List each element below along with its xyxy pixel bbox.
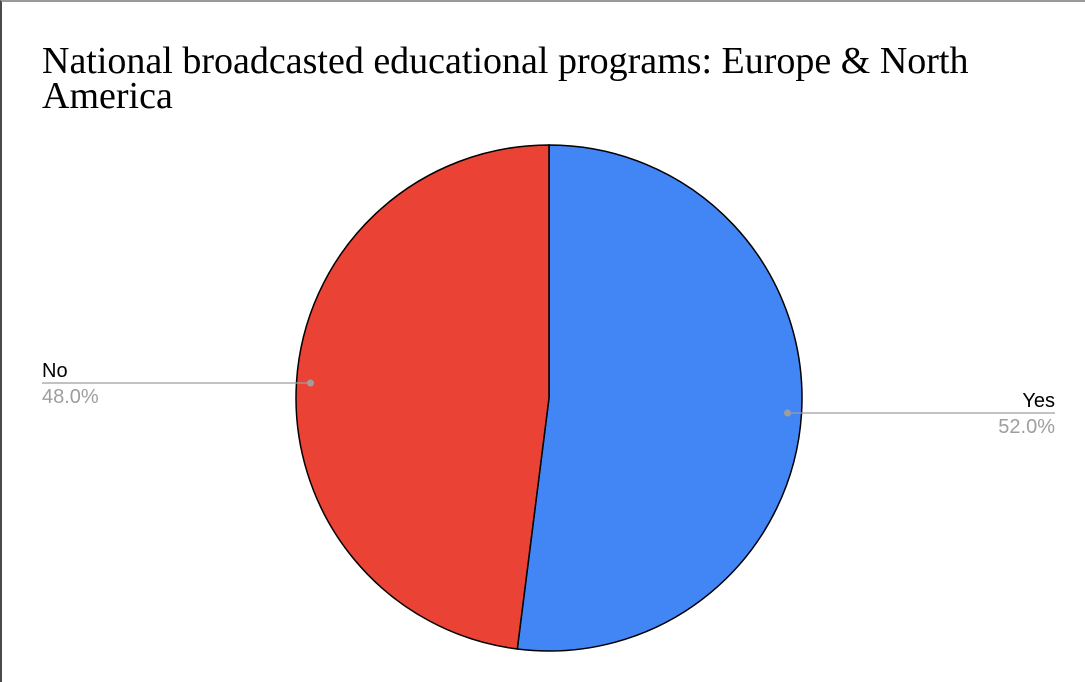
slice-value-yes: 52.0% — [998, 416, 1055, 438]
chart-title: National broadcasted educational program… — [42, 40, 969, 117]
slice-label-yes: Yes — [1022, 390, 1055, 412]
slice-label-no: No — [42, 360, 68, 382]
pie-slice-yes — [516, 144, 803, 652]
pie-slice-no — [295, 144, 550, 650]
leader-dot-yes — [784, 409, 792, 417]
leader-dot-no — [306, 379, 314, 387]
slice-value-no: 48.0% — [42, 386, 99, 408]
